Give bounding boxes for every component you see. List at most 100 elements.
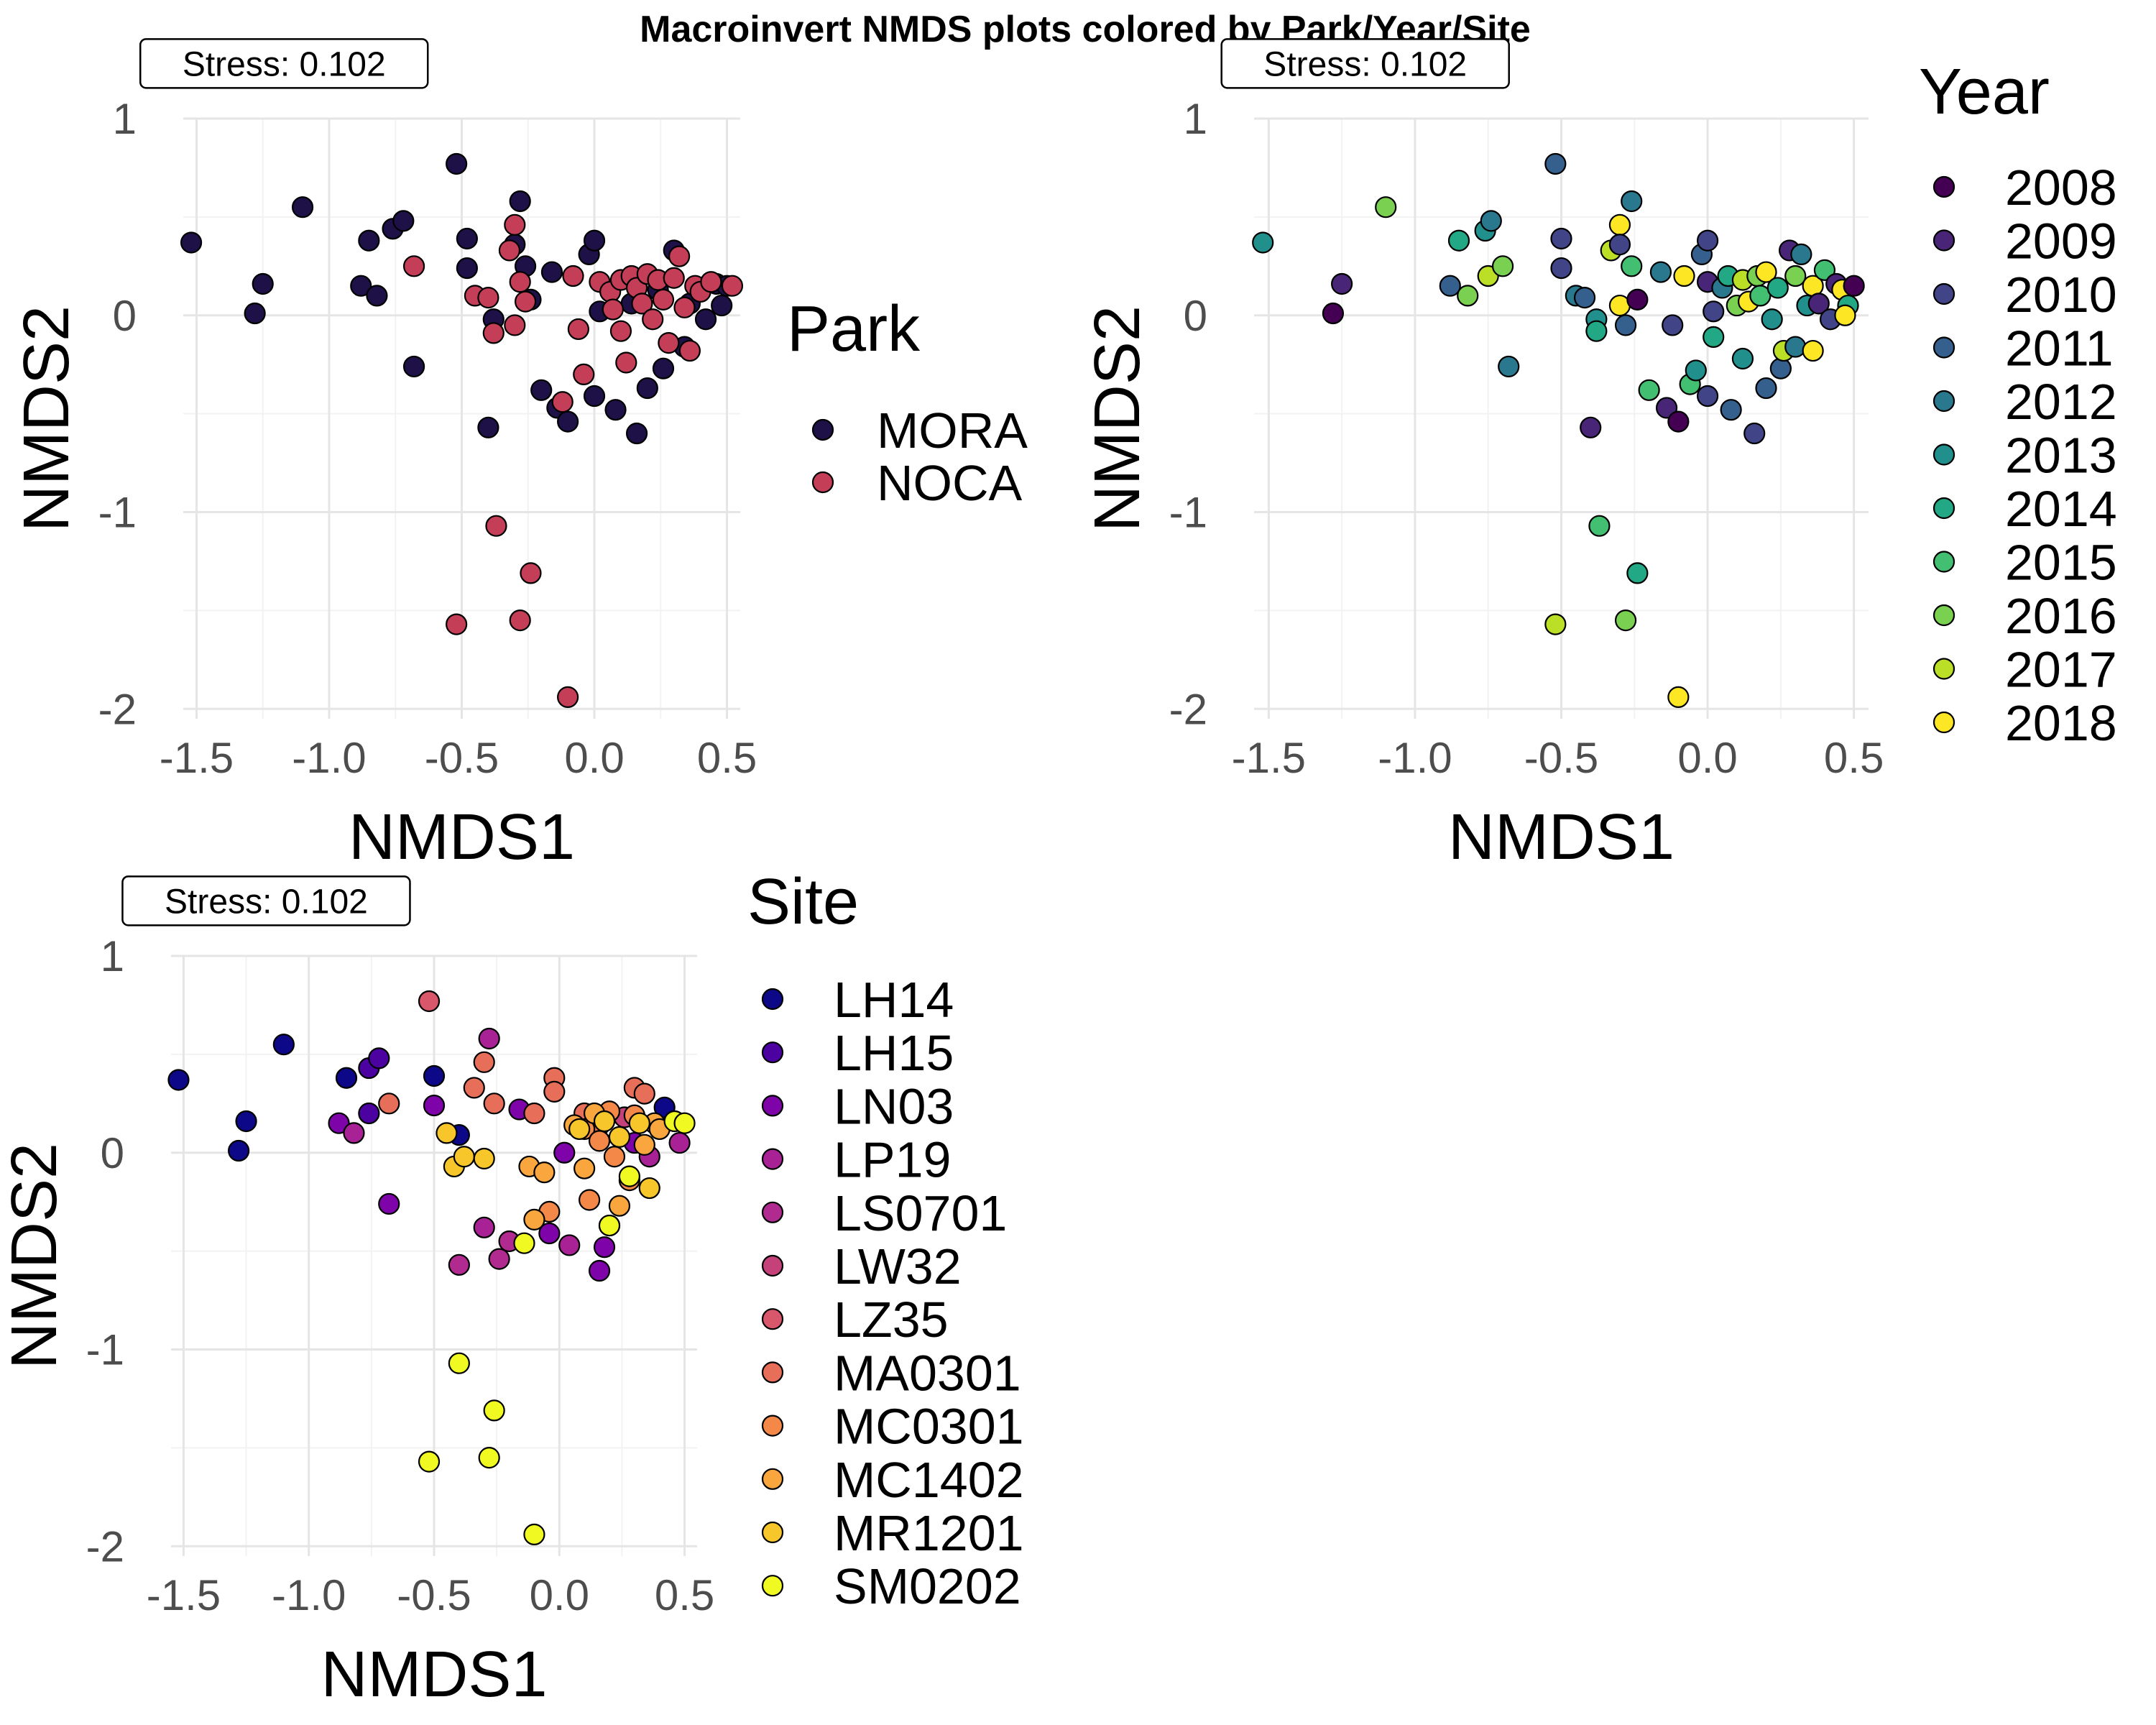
y-axis-title: NMDS2: [1082, 305, 1153, 532]
data-point: [1614, 610, 1637, 632]
data-point: [498, 239, 521, 262]
legend-label: 2013: [2005, 428, 2117, 484]
data-point: [520, 562, 542, 584]
data-point: [244, 302, 266, 325]
data-point: [473, 1147, 495, 1170]
data-point: [1703, 300, 1725, 323]
data-point: [1608, 213, 1631, 236]
data-point: [538, 1222, 561, 1245]
data-point: [418, 1450, 441, 1473]
data-point: [1638, 379, 1660, 401]
data-point: [652, 288, 675, 310]
x-tick-label: -1.5: [147, 1571, 221, 1619]
data-point: [1252, 231, 1274, 254]
data-point: [368, 1047, 390, 1070]
legend-item: 2011: [1932, 321, 2114, 377]
legend-label: LW32: [834, 1238, 962, 1294]
x-axis-title: NMDS1: [349, 801, 575, 873]
data-point: [1703, 326, 1725, 348]
data-point: [485, 515, 507, 537]
data-point: [1447, 229, 1470, 252]
data-point: [588, 1259, 611, 1282]
data-point: [1784, 264, 1807, 288]
legend-swatch: [761, 1361, 784, 1384]
legend-swatch: [761, 1468, 784, 1490]
x-tick-label: -0.5: [1524, 734, 1598, 782]
data-points: [167, 990, 696, 1545]
data-point: [678, 339, 701, 362]
data-point: [423, 1064, 446, 1087]
legend-item: MC1402: [761, 1452, 1024, 1508]
data-point: [488, 1248, 510, 1270]
legend-item: MA0301: [761, 1345, 1021, 1401]
data-point: [509, 190, 531, 213]
x-tick-label: -1.5: [1232, 734, 1306, 782]
data-point: [1573, 287, 1596, 309]
legend-item: LZ35: [761, 1292, 949, 1348]
legend-swatch: [1932, 175, 1955, 198]
legend-item: 2015: [1932, 535, 2117, 591]
data-point: [540, 261, 563, 283]
data-point: [1807, 293, 1830, 315]
data-point: [473, 1216, 495, 1238]
data-point: [631, 293, 653, 315]
data-point: [642, 308, 664, 331]
legend-swatch: [1932, 390, 1955, 413]
data-point: [633, 1133, 655, 1156]
data-points: [1252, 152, 1865, 708]
legend-swatch: [761, 1521, 784, 1544]
data-point: [509, 610, 531, 632]
data-point: [328, 1112, 350, 1134]
data-point: [625, 422, 648, 445]
y-tick-label: -1: [1169, 489, 1207, 537]
legend-title: Site: [747, 866, 859, 938]
legend-label: LZ35: [834, 1292, 949, 1348]
legend-item: 2018: [1932, 695, 2117, 751]
data-point: [658, 331, 680, 354]
data-point: [478, 1027, 500, 1050]
legend-label: SM0202: [834, 1558, 1021, 1614]
grid: [171, 954, 697, 1556]
legend-item: 2012: [1932, 374, 2117, 430]
data-point: [1766, 277, 1789, 299]
x-tick-label: -1.0: [292, 734, 366, 782]
legend-label: MC0301: [834, 1399, 1024, 1455]
data-point: [235, 1110, 257, 1133]
data-point: [663, 267, 685, 289]
data-point: [1626, 288, 1649, 310]
data-point: [694, 308, 717, 331]
data-point: [579, 1189, 601, 1211]
legend-item: 2010: [1932, 267, 2117, 323]
legend-label: MA0301: [834, 1345, 1021, 1401]
data-point: [668, 1131, 691, 1154]
legend-item: LP19: [761, 1132, 951, 1188]
data-point: [557, 686, 579, 708]
data-point: [652, 357, 675, 380]
data-point: [562, 264, 584, 288]
data-point: [366, 285, 388, 307]
grid: [1254, 117, 1869, 719]
data-point: [291, 196, 314, 218]
x-tick-label: -1.0: [1378, 734, 1452, 782]
y-tick-label: -1: [86, 1326, 124, 1374]
data-point: [1667, 410, 1690, 433]
data-point: [673, 1112, 696, 1134]
legend-item: LH15: [761, 1025, 954, 1081]
legend-swatch: [761, 988, 784, 1011]
data-point: [504, 314, 526, 336]
site-nmds-panel: -1.5 -1.0 -0.5 0.0 0.5 1 0 -1 -2 NMDS1 NMDS2 Stress…: [0, 875, 714, 1711]
x-tick-label: 0.5: [655, 1571, 714, 1619]
data-point: [609, 320, 632, 342]
data-point: [557, 410, 579, 433]
legend-swatch: [1932, 336, 1955, 359]
legend-swatch: [1932, 282, 1955, 305]
legend-item: 2013: [1932, 428, 2117, 484]
legend-swatch: [1932, 551, 1955, 573]
legend-item: LH14: [761, 972, 954, 1028]
data-point: [392, 210, 415, 232]
legend-item: 2017: [1932, 642, 2117, 698]
data-point: [509, 271, 531, 293]
data-point: [1550, 227, 1572, 250]
data-point: [423, 1094, 446, 1117]
data-point: [1696, 385, 1719, 408]
